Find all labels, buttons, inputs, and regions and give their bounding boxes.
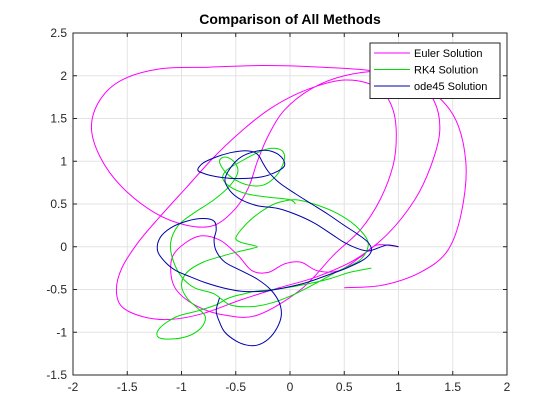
y-tick-label: 2.5 xyxy=(50,26,67,40)
x-tick-label: -1.5 xyxy=(117,380,138,394)
y-tick-label: 0 xyxy=(60,240,67,254)
chart-title: Comparison of All Methods xyxy=(199,11,381,27)
legend-label-ode45-solution: ode45 Solution xyxy=(414,81,487,93)
series-line-ode45-solution xyxy=(156,149,399,347)
legend: Euler Solution RK4 Solution ode45 Solution xyxy=(369,42,501,99)
legend-box xyxy=(369,42,501,99)
y-tick-label: -1 xyxy=(56,325,67,339)
y-tick-label: -0.5 xyxy=(46,283,67,297)
y-tick-label: 1 xyxy=(60,154,67,168)
x-axis-ticks: -2 -1.5 -1 -0.5 0 0.5 1 1.5 2 xyxy=(68,33,511,394)
legend-label-rk4-solution: RK4 Solution xyxy=(414,65,478,77)
series-layer xyxy=(90,64,467,347)
legend-label-euler-solution: Euler Solution xyxy=(414,48,483,60)
y-tick-label: -1.5 xyxy=(46,368,67,382)
x-tick-label: 2 xyxy=(504,380,511,394)
y-tick-label: 1.5 xyxy=(50,112,67,126)
y-tick-label: 0.5 xyxy=(50,197,67,211)
x-tick-label: -0.5 xyxy=(225,380,246,394)
x-tick-label: 1.5 xyxy=(444,380,461,394)
x-tick-label: 0.5 xyxy=(336,380,353,394)
x-tick-label: -1 xyxy=(176,380,187,394)
y-tick-label: 2 xyxy=(60,69,67,83)
x-tick-label: 0 xyxy=(287,380,294,394)
x-tick-label: -2 xyxy=(68,380,79,394)
x-tick-label: 1 xyxy=(395,380,402,394)
y-axis-ticks: -1.5 -1 -0.5 0 0.5 1 1.5 2 2.5 xyxy=(46,26,507,382)
